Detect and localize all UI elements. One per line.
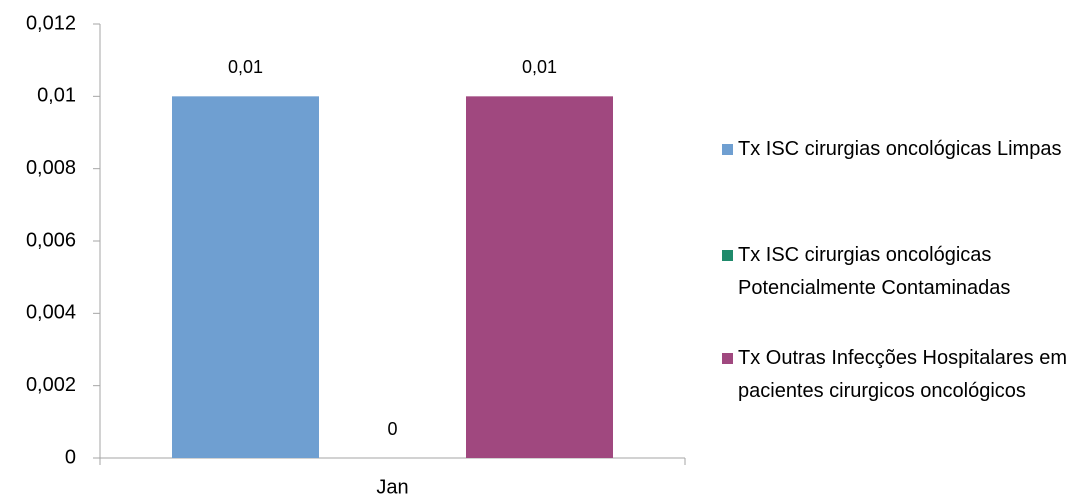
legend-entry: Tx ISC cirurgias oncológicas Potencialme…: [722, 239, 1087, 305]
legend-swatch: [722, 353, 733, 364]
legend-label: Tx ISC cirurgias oncológicas Limpas: [738, 138, 1062, 160]
y-tick-label: 0,002: [26, 374, 76, 396]
legend-swatch: [722, 250, 733, 261]
legend-entry: Tx ISC cirurgias oncológicas Limpas: [722, 133, 1087, 166]
legend-label: Tx ISC cirurgias oncológicas Potencialme…: [738, 244, 1011, 299]
y-tick-label: 0,01: [37, 85, 76, 107]
bar: [466, 96, 613, 458]
data-label: 0,01: [228, 57, 263, 77]
legend-swatch: [722, 144, 733, 155]
y-tick-label: 0: [65, 446, 76, 468]
data-label: 0: [387, 419, 397, 439]
y-tick-label: 0,012: [26, 12, 76, 34]
legend-label: Tx Outras Infecções Hospitalares em paci…: [738, 347, 1068, 402]
y-tick-label: 0,006: [26, 229, 76, 251]
y-tick-label: 0,008: [26, 157, 76, 179]
bar: [172, 96, 319, 458]
legend-entry: Tx Outras Infecções Hospitalares em paci…: [722, 342, 1087, 408]
y-tick-label: 0,004: [26, 302, 76, 324]
x-tick-label: Jan: [376, 476, 408, 495]
data-label: 0,01: [522, 57, 557, 77]
